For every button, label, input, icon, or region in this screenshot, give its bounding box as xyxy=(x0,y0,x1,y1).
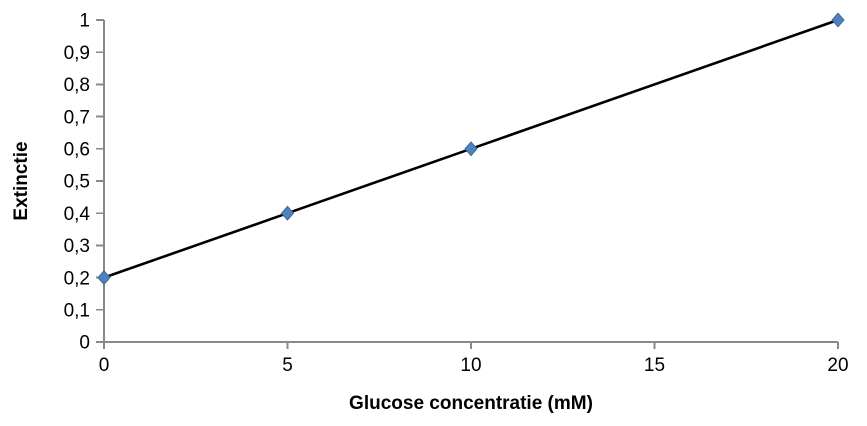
trend-line xyxy=(102,18,840,279)
data-point-marker xyxy=(280,205,295,221)
y-tick-label: 0,1 xyxy=(64,300,90,321)
x-tick-label: 0 xyxy=(99,355,110,376)
y-tick-label: 0,9 xyxy=(64,43,90,64)
data-point-marker xyxy=(464,141,478,157)
x-tick-label: 10 xyxy=(460,355,481,376)
x-tick-label: 5 xyxy=(282,355,293,376)
y-tick-label: 0,2 xyxy=(64,268,90,289)
y-tick-label: 0,8 xyxy=(64,75,90,96)
y-tick-label: 0,3 xyxy=(64,236,90,257)
x-tick-label: 15 xyxy=(644,355,665,376)
y-tick-label: 1 xyxy=(79,11,90,32)
y-tick-label: 0,6 xyxy=(64,139,90,160)
y-tick-label: 0,7 xyxy=(64,107,90,128)
chart-generated-layer: 00,10,20,30,40,50,60,70,80,910 5 10 15 20 xyxy=(64,11,849,376)
x-tick-label: 20 xyxy=(827,355,848,376)
x-axis-title: Glucose concentratie (mM) xyxy=(349,393,593,414)
y-tick-label: 0,4 xyxy=(64,204,91,225)
y-tick-label: 0,5 xyxy=(64,172,90,193)
data-point-marker xyxy=(97,270,111,286)
y-axis-title: Extinctie xyxy=(11,141,32,220)
y-tick-label: 0 xyxy=(79,333,90,354)
data-point-marker xyxy=(831,12,845,28)
